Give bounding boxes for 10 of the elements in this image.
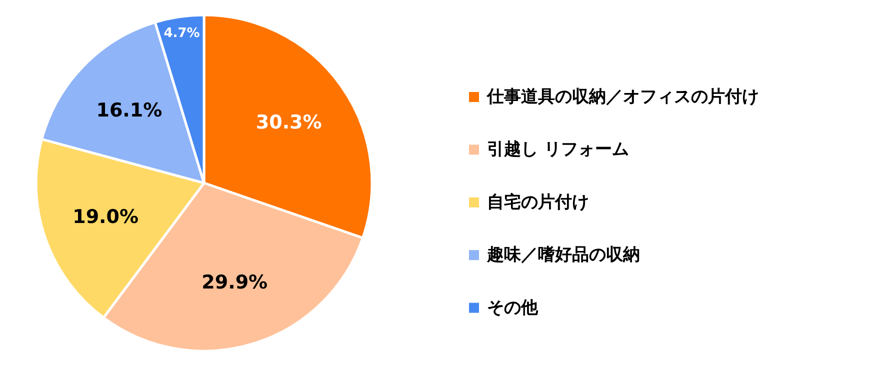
data-label: 19.0% <box>72 206 139 228</box>
legend-label: 引越し リフォーム <box>487 140 629 160</box>
data-label: 16.1% <box>96 100 162 122</box>
legend-label: 自宅の片付け <box>487 192 589 212</box>
data-label: 29.9% <box>202 272 268 294</box>
data-label: 4.7% <box>164 26 200 41</box>
legend-label: その他 <box>487 298 539 318</box>
legend-label: 仕事道具の収納／オフィスの片付け <box>486 87 759 107</box>
data-label: 30.3% <box>256 112 322 134</box>
legend-label: 趣味／嗜好品の収納 <box>486 245 640 266</box>
